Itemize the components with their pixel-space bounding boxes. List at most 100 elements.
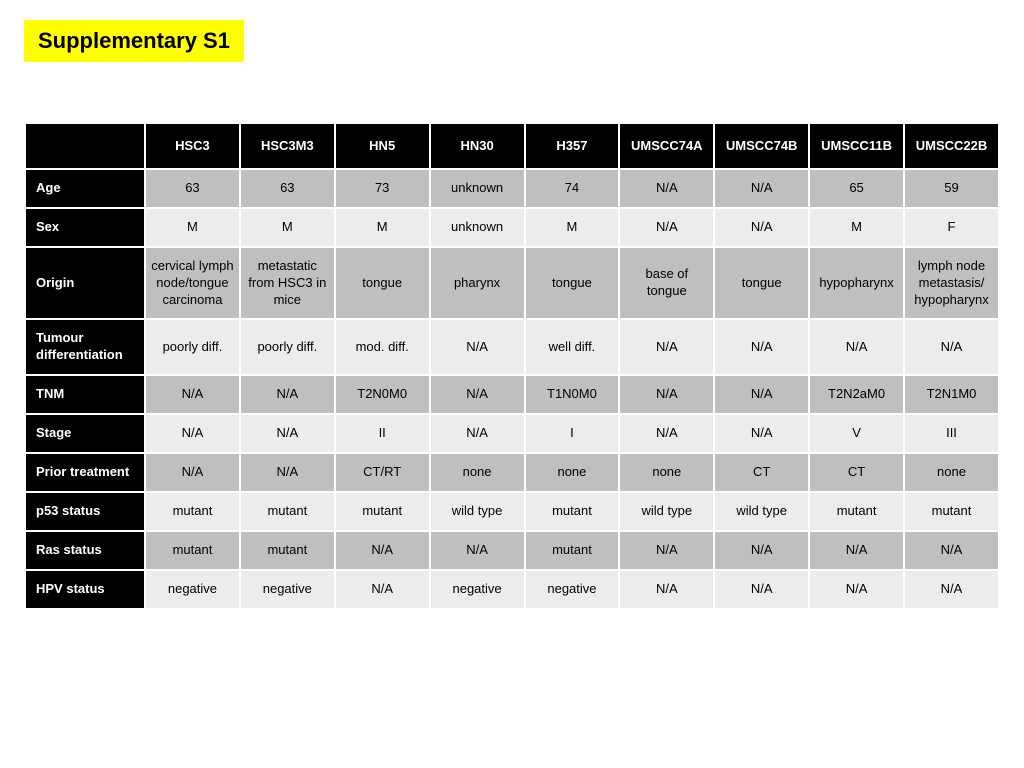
table-cell: lymph node metastasis/ hypopharynx bbox=[904, 247, 999, 320]
col-header: HSC3 bbox=[145, 123, 240, 169]
table-cell: N/A bbox=[240, 375, 335, 414]
table-cell: N/A bbox=[714, 208, 809, 247]
table-cell: N/A bbox=[619, 208, 714, 247]
table-cell: pharynx bbox=[430, 247, 525, 320]
table-cell: T2N0M0 bbox=[335, 375, 430, 414]
col-header: HSC3M3 bbox=[240, 123, 335, 169]
table-cell: tongue bbox=[714, 247, 809, 320]
table-cell: N/A bbox=[714, 531, 809, 570]
table-cell: tongue bbox=[525, 247, 620, 320]
data-table: HSC3 HSC3M3 HN5 HN30 H357 UMSCC74A UMSCC… bbox=[24, 122, 1000, 610]
row-header: Prior treatment bbox=[25, 453, 145, 492]
col-header: UMSCC74B bbox=[714, 123, 809, 169]
row-header: Stage bbox=[25, 414, 145, 453]
table-body: Age636373unknown74N/AN/A6559SexMMMunknow… bbox=[25, 169, 999, 609]
table-cell: well diff. bbox=[525, 319, 620, 375]
table-cell: mutant bbox=[145, 492, 240, 531]
row-header: Tumour differentiation bbox=[25, 319, 145, 375]
table-cell: none bbox=[430, 453, 525, 492]
table-row: Age636373unknown74N/AN/A6559 bbox=[25, 169, 999, 208]
table-cell: wild type bbox=[714, 492, 809, 531]
table-cell: unknown bbox=[430, 169, 525, 208]
col-header: UMSCC11B bbox=[809, 123, 904, 169]
col-header: HN5 bbox=[335, 123, 430, 169]
table-cell: mutant bbox=[145, 531, 240, 570]
table-cell: N/A bbox=[335, 570, 430, 609]
table-cell: N/A bbox=[904, 531, 999, 570]
table-cell: N/A bbox=[714, 570, 809, 609]
col-header: UMSCC74A bbox=[619, 123, 714, 169]
table-cell: CT/RT bbox=[335, 453, 430, 492]
table-cell: negative bbox=[525, 570, 620, 609]
table-cell: mutant bbox=[525, 531, 620, 570]
table-cell: F bbox=[904, 208, 999, 247]
table-cell: cervical lymph node/tongue carcinoma bbox=[145, 247, 240, 320]
table-cell: T1N0M0 bbox=[525, 375, 620, 414]
table-cell: tongue bbox=[335, 247, 430, 320]
table-cell: hypopharynx bbox=[809, 247, 904, 320]
table-cell: M bbox=[809, 208, 904, 247]
table-cell: V bbox=[809, 414, 904, 453]
table-row: p53 statusmutantmutantmutantwild typemut… bbox=[25, 492, 999, 531]
table-cell: N/A bbox=[619, 414, 714, 453]
table-cell: metastatic from HSC3 in mice bbox=[240, 247, 335, 320]
table-cell: mutant bbox=[240, 492, 335, 531]
table-cell: N/A bbox=[240, 453, 335, 492]
table-row: Origincervical lymph node/tongue carcino… bbox=[25, 247, 999, 320]
table-cell: M bbox=[145, 208, 240, 247]
table-cell: M bbox=[335, 208, 430, 247]
table-cell: N/A bbox=[430, 375, 525, 414]
table-cell: 63 bbox=[240, 169, 335, 208]
table-cell: N/A bbox=[619, 169, 714, 208]
col-header: H357 bbox=[525, 123, 620, 169]
table-cell: N/A bbox=[430, 531, 525, 570]
table-cell: N/A bbox=[714, 375, 809, 414]
table-cell: N/A bbox=[430, 319, 525, 375]
table-cell: poorly diff. bbox=[240, 319, 335, 375]
table-cell: negative bbox=[145, 570, 240, 609]
table-cell: none bbox=[525, 453, 620, 492]
table-cell: N/A bbox=[145, 375, 240, 414]
table-cell: mutant bbox=[809, 492, 904, 531]
table-cell: mutant bbox=[904, 492, 999, 531]
col-header: HN30 bbox=[430, 123, 525, 169]
table-cell: N/A bbox=[904, 319, 999, 375]
table-cell: none bbox=[904, 453, 999, 492]
table-cell: N/A bbox=[430, 414, 525, 453]
table-cell: N/A bbox=[809, 531, 904, 570]
table-cell: N/A bbox=[714, 414, 809, 453]
page-title: Supplementary S1 bbox=[24, 20, 244, 62]
table-cell: 74 bbox=[525, 169, 620, 208]
table-cell: N/A bbox=[619, 319, 714, 375]
row-header: TNM bbox=[25, 375, 145, 414]
table-row: Tumour differentiationpoorly diff.poorly… bbox=[25, 319, 999, 375]
row-header: Origin bbox=[25, 247, 145, 320]
row-header: HPV status bbox=[25, 570, 145, 609]
row-header: Ras status bbox=[25, 531, 145, 570]
table-cell: mutant bbox=[335, 492, 430, 531]
table-cell: 65 bbox=[809, 169, 904, 208]
table-cell: II bbox=[335, 414, 430, 453]
row-header: p53 status bbox=[25, 492, 145, 531]
table-cell: N/A bbox=[335, 531, 430, 570]
table-row: TNMN/AN/AT2N0M0N/AT1N0M0N/AN/AT2N2aM0T2N… bbox=[25, 375, 999, 414]
table-cell: unknown bbox=[430, 208, 525, 247]
table-cell: N/A bbox=[619, 570, 714, 609]
row-header: Age bbox=[25, 169, 145, 208]
table-row: SexMMMunknownMN/AN/AMF bbox=[25, 208, 999, 247]
table-cell: CT bbox=[714, 453, 809, 492]
table-row: Prior treatmentN/AN/ACT/RTnonenonenoneCT… bbox=[25, 453, 999, 492]
table-cell: none bbox=[619, 453, 714, 492]
table-cell: N/A bbox=[714, 169, 809, 208]
table-cell: wild type bbox=[430, 492, 525, 531]
table-cell: base of tongue bbox=[619, 247, 714, 320]
table-cell: M bbox=[240, 208, 335, 247]
table-header-row: HSC3 HSC3M3 HN5 HN30 H357 UMSCC74A UMSCC… bbox=[25, 123, 999, 169]
table-row: StageN/AN/AIIN/AIN/AN/AVIII bbox=[25, 414, 999, 453]
table-cell: N/A bbox=[145, 453, 240, 492]
table-cell: negative bbox=[240, 570, 335, 609]
table-cell: wild type bbox=[619, 492, 714, 531]
table-cell: M bbox=[525, 208, 620, 247]
row-header: Sex bbox=[25, 208, 145, 247]
table-cell: T2N1M0 bbox=[904, 375, 999, 414]
